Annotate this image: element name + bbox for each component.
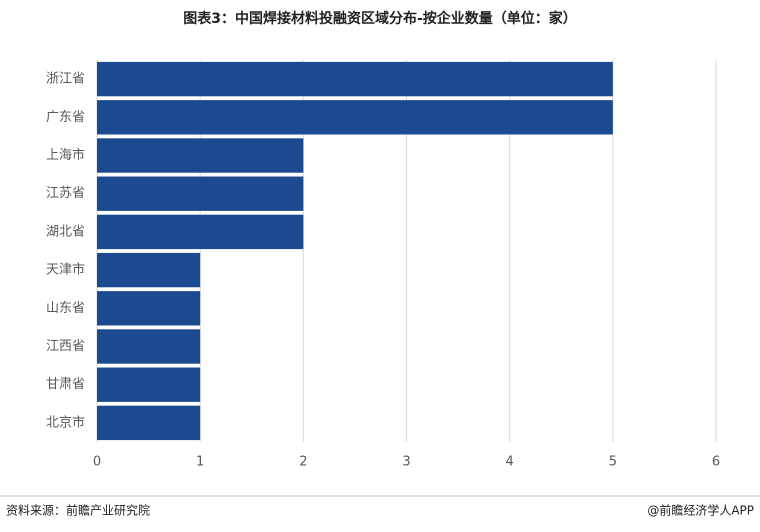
y-tick-label: 甘肃省 bbox=[46, 377, 85, 392]
y-tick-label: 山东省 bbox=[46, 301, 85, 316]
y-tick-label: 天津市 bbox=[46, 262, 85, 278]
y-tick-label: 上海市 bbox=[46, 147, 85, 163]
bar bbox=[97, 329, 201, 364]
x-tick-label: 3 bbox=[402, 455, 410, 470]
x-tick-label: 2 bbox=[299, 455, 307, 470]
source: 资料来源：前瞻产业研究院 bbox=[6, 503, 150, 518]
bar bbox=[97, 176, 304, 211]
x-tick-label: 4 bbox=[506, 455, 514, 470]
y-tick-label: 浙江省 bbox=[46, 72, 85, 87]
bar bbox=[97, 252, 201, 288]
y-tick-label: 广东省 bbox=[46, 110, 85, 125]
x-tick-label: 5 bbox=[609, 455, 617, 470]
bar bbox=[97, 367, 201, 402]
y-tick-label: 江苏省 bbox=[46, 185, 85, 201]
bar bbox=[97, 214, 304, 250]
bar bbox=[97, 100, 613, 135]
bar bbox=[97, 291, 201, 326]
x-tick-label: 0 bbox=[93, 455, 101, 470]
y-tick-label: 北京市 bbox=[46, 414, 85, 430]
y-tick-label: 江西省 bbox=[46, 339, 85, 354]
bar bbox=[97, 405, 201, 441]
bar bbox=[97, 61, 613, 97]
x-tick-label: 1 bbox=[196, 455, 204, 470]
x-tick-label: 6 bbox=[712, 455, 720, 470]
chart-title: 图表3：中国焊接材料投融资区域分布-按企业数量（单位：家） bbox=[183, 10, 577, 27]
credit: @前瞻经济学人APP bbox=[647, 503, 754, 518]
bar bbox=[97, 138, 304, 173]
y-tick-label: 湖北省 bbox=[46, 224, 85, 239]
